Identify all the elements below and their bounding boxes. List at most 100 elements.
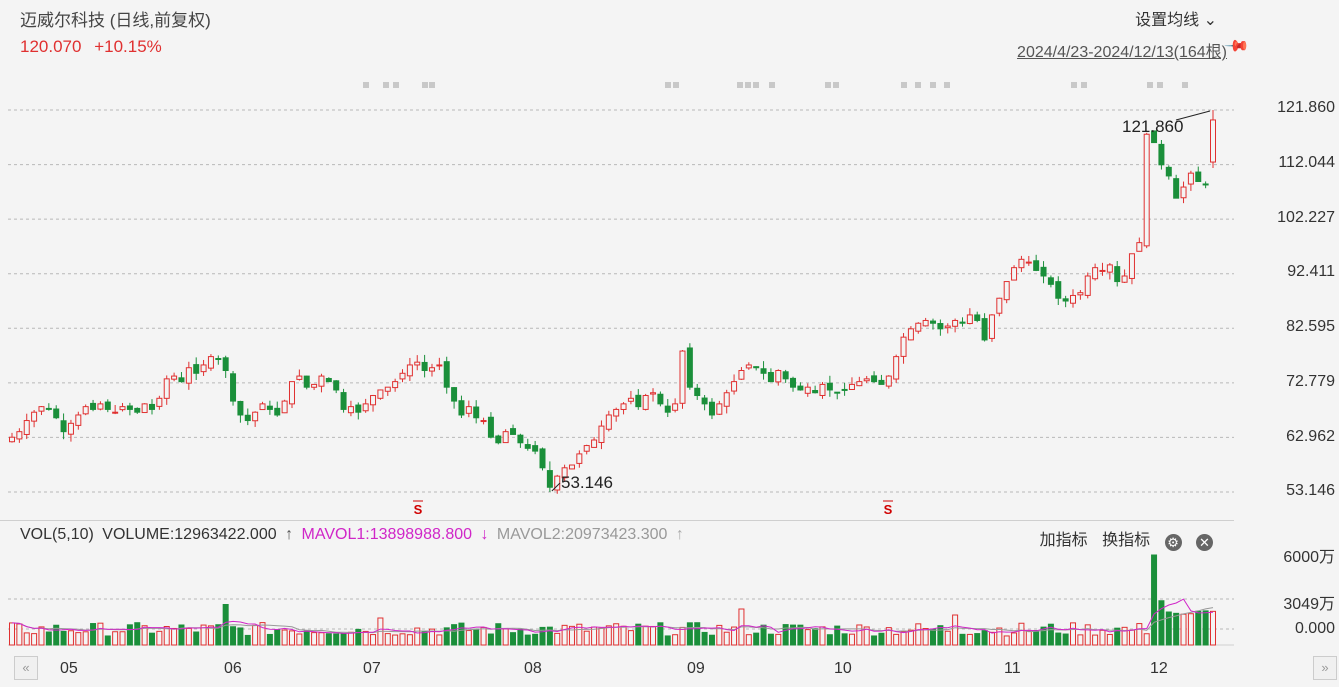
price-tick: 72.779 — [1286, 373, 1335, 390]
volume-bar — [532, 633, 539, 646]
volume-bar — [185, 627, 192, 646]
volume-bar — [731, 626, 738, 646]
volume-bar — [981, 630, 988, 646]
candle-body — [230, 373, 237, 402]
volume-bar — [355, 628, 362, 646]
candle-body — [399, 372, 406, 380]
volume-bar — [443, 627, 450, 646]
candle-body — [694, 387, 701, 397]
volume-bar — [1180, 613, 1187, 646]
candle-body — [67, 422, 74, 435]
scroll-right-button[interactable]: » — [1313, 656, 1337, 680]
volume-bar — [207, 625, 214, 646]
price-tick: 92.411 — [1287, 263, 1335, 280]
candle-body — [893, 356, 900, 380]
candle-body — [532, 445, 539, 452]
volume-bar — [1165, 611, 1172, 646]
candle-body — [406, 364, 413, 377]
volume-bar — [82, 631, 89, 646]
volume-bar — [701, 631, 708, 646]
price-tick: 82.595 — [1286, 318, 1335, 335]
candle-body — [480, 420, 487, 423]
candle-body — [126, 405, 133, 410]
set-ma-button[interactable]: 设置均线 ⌄ — [1135, 6, 1217, 30]
candle-body — [266, 405, 273, 410]
candle-body — [215, 358, 222, 361]
switch-indicator-button[interactable]: 换指标 — [1102, 532, 1151, 549]
candle-body — [90, 402, 97, 410]
volume-bar — [9, 622, 15, 646]
price-tick: 53.146 — [1286, 482, 1335, 499]
mavol2-line — [11, 607, 1214, 634]
low-annotation: 53.146 — [561, 473, 613, 492]
vol-name: VOL(5,10) — [20, 526, 94, 543]
candle-body — [1158, 143, 1165, 166]
candle-body — [495, 435, 502, 444]
volume-bar — [1158, 600, 1165, 646]
candle-body — [966, 314, 973, 325]
event-marker — [901, 82, 907, 88]
candle-body — [296, 375, 303, 380]
price-quote: 120.070 +10.15% — [20, 37, 162, 57]
x-tick: 11 — [1004, 660, 1021, 677]
candle-body — [546, 470, 553, 488]
volume-bar — [819, 626, 826, 646]
candle-body — [952, 319, 959, 327]
volume-bar — [436, 634, 443, 646]
candle-body — [576, 453, 583, 464]
volume-bar — [723, 631, 730, 646]
candle-body — [804, 386, 811, 394]
close-icon[interactable]: ✕ — [1196, 534, 1213, 551]
candle-body — [1077, 292, 1084, 296]
volume-bar — [237, 627, 244, 646]
candle-body — [53, 408, 60, 419]
x-tick: 05 — [60, 660, 78, 677]
candle-body — [237, 400, 244, 416]
volume-bar — [171, 627, 178, 646]
date-range-link[interactable]: 2024/4/23-2024/12/13(164根) — [1017, 44, 1227, 61]
candle-body — [1180, 186, 1187, 199]
candle-body — [1092, 267, 1099, 280]
candle-body — [252, 411, 259, 422]
volume-bar — [112, 631, 119, 646]
price-tick: 62.962 — [1286, 428, 1335, 445]
volume-bar — [230, 626, 237, 646]
candle-body — [988, 314, 995, 339]
scroll-left-button[interactable]: « — [14, 656, 38, 680]
candle-body — [605, 414, 612, 430]
volume-bar — [708, 634, 715, 646]
volume-bar — [657, 622, 664, 646]
volume-indicator-bar: VOL(5,10) VOLUME:12963422.000 ↑ MAVOL1:1… — [20, 526, 688, 544]
candle-body — [708, 401, 715, 416]
volume-bar — [1003, 635, 1010, 646]
candle-body — [97, 403, 104, 410]
volume-bar — [826, 634, 833, 646]
candle-body — [1047, 277, 1054, 285]
candle-body — [1099, 269, 1106, 272]
candle-body — [281, 400, 288, 414]
gear-icon[interactable]: ⚙ — [1164, 534, 1182, 551]
indicator-tools: 加指标 换指标 ⚙ ✕ — [1030, 526, 1213, 551]
candle-body — [620, 403, 627, 410]
candle-body — [362, 403, 369, 412]
candle-body — [937, 323, 944, 330]
volume-bar — [605, 625, 612, 646]
x-tick: 06 — [224, 660, 242, 677]
volume-bar — [782, 624, 789, 646]
high-annotation: 121.860 — [1122, 117, 1183, 136]
volume-bar — [451, 624, 458, 646]
volume-bar — [347, 631, 354, 646]
volume-bar — [75, 632, 82, 646]
volume-bar — [812, 628, 819, 646]
candle-body — [443, 361, 450, 388]
volume-bar — [126, 624, 133, 646]
candle-body — [185, 367, 192, 384]
volume-bar — [863, 626, 870, 646]
candle-body — [1055, 281, 1062, 299]
add-indicator-button[interactable]: 加指标 — [1039, 532, 1088, 549]
candle-body — [863, 378, 870, 382]
candle-body — [981, 318, 988, 341]
volume-bar — [333, 633, 340, 646]
candle-body — [907, 328, 914, 341]
